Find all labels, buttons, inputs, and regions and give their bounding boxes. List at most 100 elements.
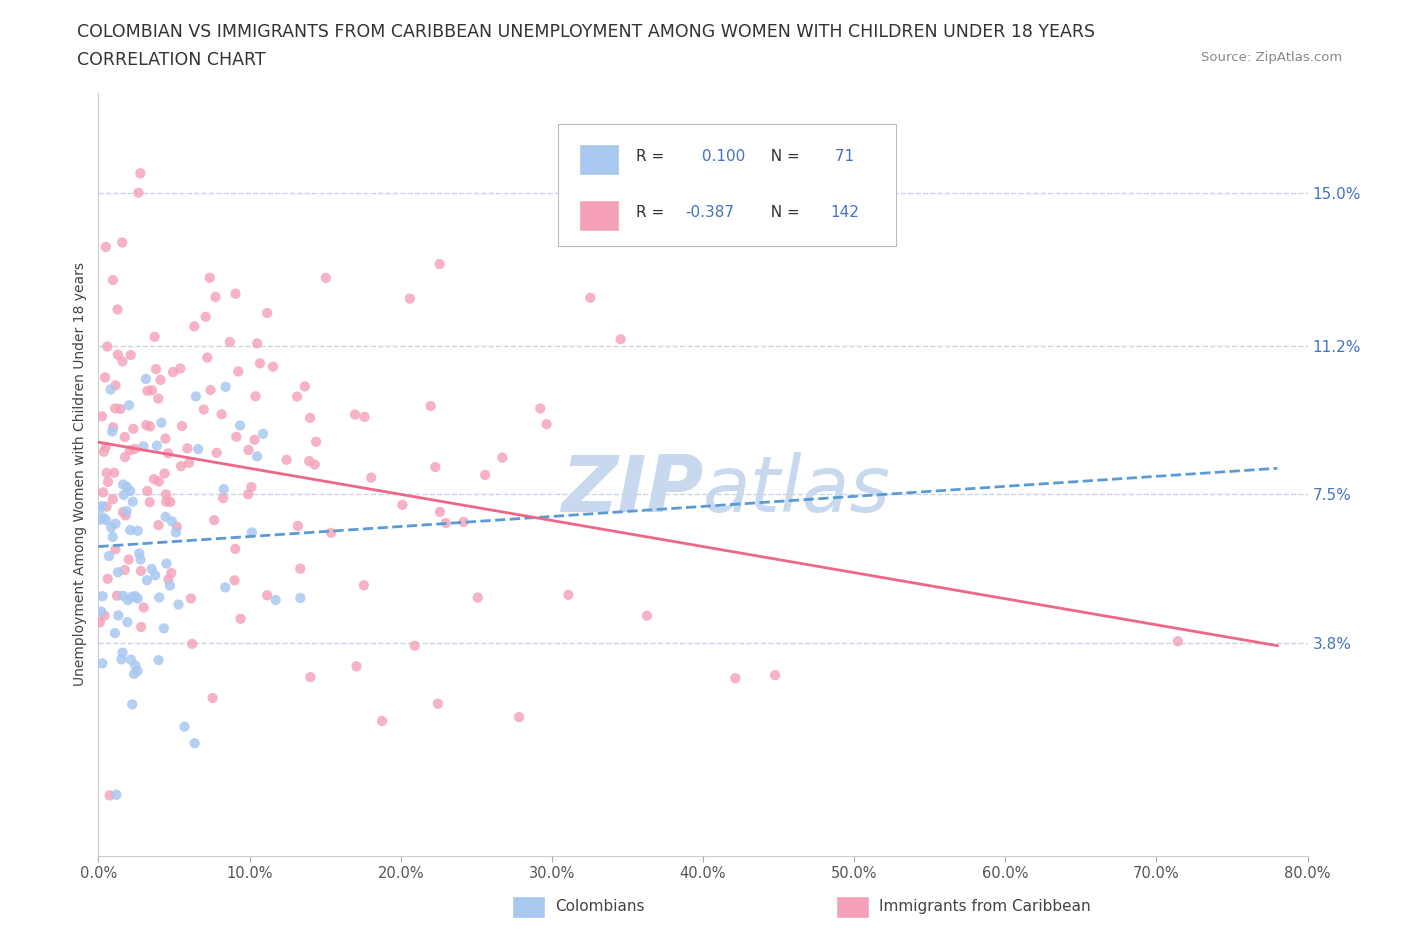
Point: [98, 788, 121, 803]
Point: [129, 564, 152, 578]
Point: [128, 546, 150, 561]
Point: [91, 589, 114, 604]
Point: [121, 697, 143, 711]
Point: [434, 515, 457, 530]
Point: [319, 525, 342, 540]
Point: [107, 608, 129, 623]
Point: [344, 407, 367, 422]
Point: [162, 365, 184, 379]
Text: 142: 142: [830, 206, 859, 220]
Point: [149, 372, 172, 387]
Point: [225, 430, 247, 445]
Text: CORRELATION CHART: CORRELATION CHART: [77, 51, 266, 69]
Point: [240, 525, 263, 540]
Point: [143, 329, 166, 344]
Point: [91, 656, 114, 671]
Point: [100, 520, 122, 535]
Point: [467, 591, 489, 605]
Point: [110, 652, 132, 667]
Point: [96, 499, 118, 514]
Point: [139, 419, 162, 434]
Point: [101, 272, 124, 287]
Point: [165, 525, 187, 539]
Text: ZIP: ZIP: [561, 452, 703, 527]
Point: [143, 472, 166, 486]
Point: [132, 439, 155, 454]
Point: [155, 487, 177, 502]
Point: [111, 589, 134, 604]
Text: atlas: atlas: [703, 452, 891, 527]
Point: [115, 504, 138, 519]
Point: [429, 257, 451, 272]
Text: 71: 71: [830, 149, 853, 164]
Point: [399, 291, 422, 306]
Point: [177, 456, 200, 471]
Point: [122, 421, 145, 436]
Point: [105, 589, 128, 604]
Point: [150, 416, 173, 431]
Point: [246, 449, 269, 464]
Point: [202, 512, 225, 527]
Point: [205, 445, 228, 460]
Point: [224, 573, 246, 588]
Point: [299, 670, 322, 684]
Point: [129, 552, 152, 567]
Point: [285, 389, 308, 404]
Point: [101, 492, 124, 507]
Point: [167, 597, 190, 612]
Point: [91, 485, 114, 499]
Point: [124, 589, 146, 604]
Point: [245, 389, 267, 404]
Point: [256, 306, 278, 321]
Point: [211, 407, 233, 422]
Text: Colombians: Colombians: [555, 899, 645, 914]
Point: [360, 471, 382, 485]
Point: [127, 591, 149, 606]
Point: [96, 339, 118, 354]
Point: [103, 465, 125, 480]
Point: [91, 409, 114, 424]
Point: [229, 611, 252, 626]
Point: [157, 572, 180, 587]
Point: [120, 484, 142, 498]
Point: [122, 666, 145, 681]
Point: [89, 501, 111, 516]
Point: [110, 402, 132, 417]
Point: [104, 401, 127, 416]
Point: [155, 432, 177, 446]
Point: [195, 350, 218, 365]
Point: [453, 514, 475, 529]
Point: [159, 495, 181, 510]
FancyBboxPatch shape: [579, 145, 619, 174]
Point: [636, 608, 658, 623]
Point: [117, 592, 139, 607]
Point: [183, 319, 205, 334]
Point: [120, 348, 142, 363]
Point: [290, 561, 312, 576]
Point: [89, 512, 111, 527]
Point: [132, 600, 155, 615]
Point: [214, 379, 236, 394]
Point: [264, 592, 287, 607]
Point: [104, 516, 127, 531]
Point: [136, 484, 159, 498]
Text: Source: ZipAtlas.com: Source: ZipAtlas.com: [1202, 51, 1343, 64]
Point: [246, 336, 269, 351]
Point: [173, 719, 195, 734]
Point: [298, 454, 321, 469]
Point: [100, 382, 122, 397]
Point: [181, 636, 204, 651]
Point: [238, 443, 260, 458]
Text: Immigrants from Caribbean: Immigrants from Caribbean: [879, 899, 1091, 914]
Point: [536, 417, 558, 432]
Point: [426, 697, 449, 711]
Point: [287, 519, 309, 534]
Point: [114, 563, 136, 578]
Point: [193, 402, 215, 417]
Point: [146, 438, 169, 453]
Point: [93, 445, 115, 459]
Point: [145, 362, 167, 377]
Point: [315, 271, 337, 286]
Point: [90, 604, 112, 619]
Point: [118, 443, 141, 458]
